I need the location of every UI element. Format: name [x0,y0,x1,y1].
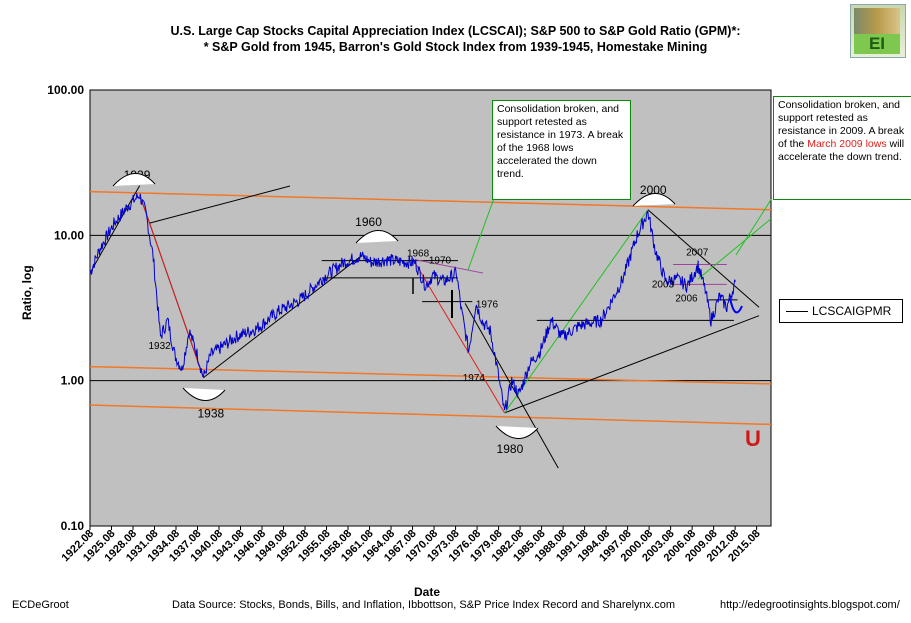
plot-area [89,89,772,527]
trend-line-black [464,303,559,469]
chart-title: U.S. Large Cap Stocks Capital Appreciati… [170,24,741,38]
annotation-arrows [112,173,773,439]
y-tick-label: 10.00 [54,228,84,242]
event-label: 1970 [429,255,452,266]
annotation-2009-red: March 2009 lows [807,138,887,150]
trend-line-red [139,194,204,378]
legend-swatch [786,311,808,313]
event-label: 1960 [355,215,382,229]
y-tick-label: 0.10 [61,519,85,533]
callout-connector [467,189,498,271]
site-logo[interactable]: EI [850,4,906,58]
event-label: 1974 [463,373,486,384]
projection-curve [729,297,743,314]
turn-arrow-icon [495,425,539,439]
legend: LCSCAIGPMR [779,299,903,323]
event-label: 2000 [640,183,667,197]
trend-line-orange [89,190,772,211]
y-tick-label: 1.00 [61,374,85,388]
event-label: 1932 [148,341,171,352]
logo-text: EI [854,34,900,54]
event-label: 1980 [497,442,524,456]
trend-line-purple [414,259,484,274]
event-label: 2007 [686,248,709,259]
legend-series-name: LCSCAIGPMR [812,304,892,318]
series-line [89,193,736,411]
callout-connector [735,197,773,256]
annotation-2009: Consolidation broken, and support retest… [773,96,911,200]
event-label: 1976 [476,299,499,310]
event-label: 2006 [675,294,698,305]
turn-arrow-icon [112,173,156,187]
event-label: 1968 [407,249,430,260]
trend-line-orange [89,404,772,426]
logo-picture [854,8,900,34]
trend-line-orange [89,365,772,385]
annotation-2009-text-a: Consolidation broken, and support retest… [778,99,905,150]
author-label: ECDeGroot [12,599,69,611]
annotation-1973: Consolidation broken, and support retest… [492,100,631,200]
trend-line-black [504,315,760,414]
y-tick-label: 100.00 [47,83,84,97]
magnet-icon: U [745,426,761,451]
trend-line-green [697,218,772,280]
turn-arrow-icon [182,387,226,401]
blog-url-link[interactable]: http://edegrootinsights.blogspot.com/ [720,599,900,611]
data-source: Data Source: Stocks, Bonds, Bills, and I… [172,599,676,611]
chart-subtitle: * S&P Gold from 1945, Barron's Gold Stoc… [203,40,708,54]
y-axis-label: Ratio, log [20,265,34,320]
event-label: 2003 [652,280,675,291]
trend-line-black [203,255,362,378]
event-label: 1938 [197,407,224,421]
annotation-2009-text-b: will accelerate the down trend. [778,138,905,163]
pointer-arrow-icon [149,185,291,224]
trend-line-red [414,262,505,414]
trend-line-black [647,209,760,308]
turn-arrow-icon [355,230,399,244]
x-axis-label: Date [414,585,441,599]
trend-line-green [504,209,649,414]
turn-arrow-icon [632,193,676,207]
